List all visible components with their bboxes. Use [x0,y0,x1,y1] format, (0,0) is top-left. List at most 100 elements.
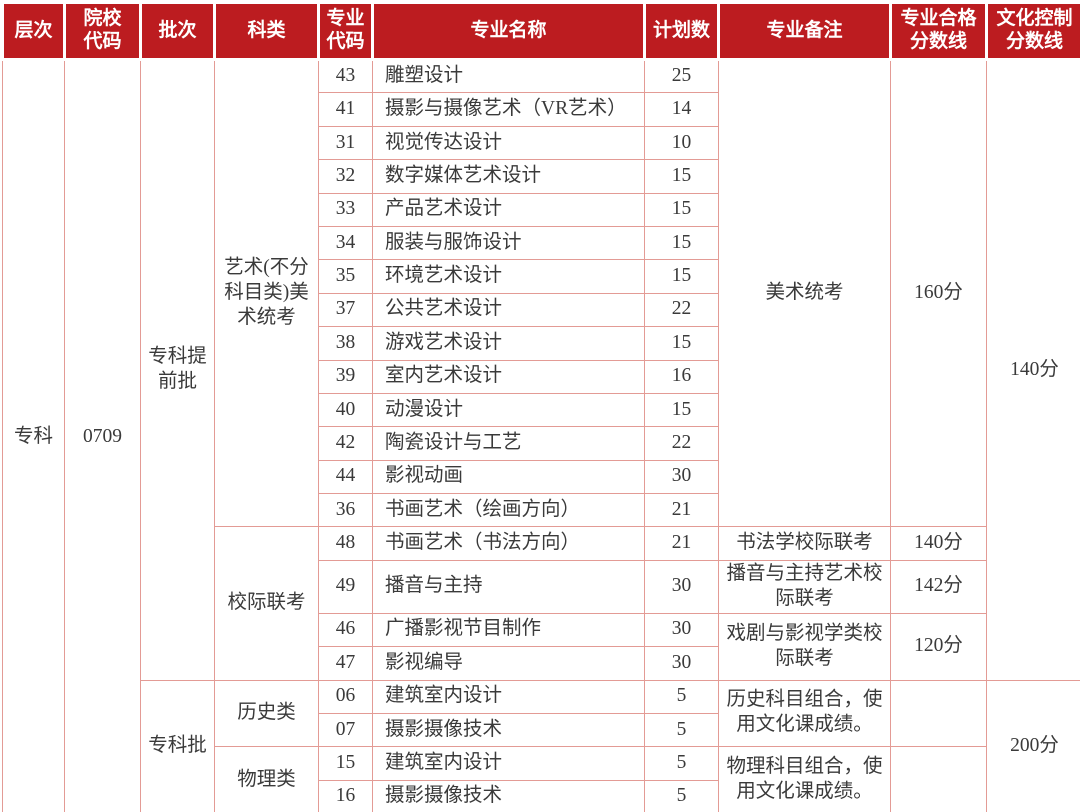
major-code-cell: 47 [318,646,373,681]
table-row: 41 摄影与摄像艺术（VR艺术） 14 [3,92,1080,127]
table-row: 46 广播影视节目制作 30 戏剧与影视学类校际联考 120分 [3,612,1080,681]
plan-count-cell: 15 [644,259,719,294]
plan-count-cell: 15 [644,392,719,428]
major-name-cell: 影视编导 [372,646,645,681]
plan-count-cell: 22 [644,292,719,328]
plan-count-cell: 30 [644,559,719,614]
major-code-cell: 39 [318,359,373,394]
major-code-cell: 07 [318,712,373,748]
major-name-cell: 雕塑设计 [372,58,645,94]
major-name-cell: 广播影视节目制作 [372,612,645,648]
major-name-cell: 环境艺术设计 [372,259,645,294]
table-row: 38 游戏艺术设计 15 [3,326,1080,361]
major-name-cell: 服装与服饰设计 [372,225,645,261]
column-header-level: 层次 [1,1,66,61]
column-header-major-name: 专业名称 [371,1,646,61]
major-code-cell: 43 [318,58,373,94]
column-header-culture-score: 文化控制 分数线 [985,1,1080,61]
plan-count-cell: 15 [644,326,719,361]
table-row: 物理类 15 建筑室内设计 5 物理科目组合，使用文化课成绩。 [3,746,1080,812]
major-code-cell: 37 [318,292,373,328]
major-code-cell: 33 [318,192,373,227]
column-header-category: 科类 [213,1,320,61]
table-row: 07 摄影摄像技术 5 [3,712,1080,748]
table-row: 39 室内艺术设计 16 [3,359,1080,394]
plan-count-cell: 5 [644,679,719,714]
major-code-cell: 41 [318,92,373,127]
remark-cell-drama: 戏剧与影视学类校际联考 [718,612,891,681]
major-name-cell: 建筑室内设计 [372,679,645,714]
column-header-plan-count: 计划数 [643,1,720,61]
plan-count-cell: 10 [644,125,719,161]
plan-count-cell: 16 [644,359,719,394]
major-name-cell: 公共艺术设计 [372,292,645,328]
major-name-cell: 播音与主持 [372,559,645,614]
plan-count-cell: 22 [644,426,719,461]
category-cell-history: 历史类 [214,679,319,748]
table-row: 31 视觉传达设计 10 [3,125,1080,161]
major-code-cell: 31 [318,125,373,161]
plan-count-cell: 30 [644,459,719,495]
major-name-cell: 室内艺术设计 [372,359,645,394]
batch-cell-regular: 专科批 [140,679,215,812]
major-code-cell: 44 [318,459,373,495]
remark-cell-calligraphy: 书法学校际联考 [718,526,891,561]
major-name-cell: 数字媒体艺术设计 [372,159,645,194]
column-header-major-code: 专业 代码 [317,1,374,61]
table-row: 37 公共艺术设计 22 [3,292,1080,328]
major-name-cell: 产品艺术设计 [372,192,645,227]
column-header-major-remark: 专业备注 [717,1,892,61]
plan-count-cell: 15 [644,225,719,261]
major-name-cell: 书画艺术（书法方向） [372,526,645,561]
major-code-cell: 16 [318,779,373,812]
qualify-score-cell-calligraphy: 140分 [890,526,987,561]
level-cell: 专科 [2,58,65,812]
major-name-cell: 陶瓷设计与工艺 [372,426,645,461]
major-name-cell: 摄影摄像技术 [372,779,645,812]
plan-count-cell: 30 [644,646,719,681]
major-code-cell: 32 [318,159,373,194]
category-cell-interschool: 校际联考 [214,526,319,681]
table-row: 40 动漫设计 15 [3,392,1080,428]
table-row: 49 播音与主持 30 播音与主持艺术校际联考 142分 [3,559,1080,614]
major-name-cell: 建筑室内设计 [372,746,645,781]
major-code-cell: 06 [318,679,373,714]
major-name-cell: 摄影与摄像艺术（VR艺术） [372,92,645,127]
plan-count-cell: 14 [644,92,719,127]
column-header-batch: 批次 [139,1,216,61]
plan-count-cell: 5 [644,712,719,748]
table-row: 34 服装与服饰设计 15 [3,225,1080,261]
major-name-cell: 影视动画 [372,459,645,495]
qualify-score-cell-broadcasting: 142分 [890,559,987,614]
plan-count-cell: 15 [644,192,719,227]
remark-cell-history: 历史科目组合，使用文化课成绩。 [718,679,891,748]
table-row: 33 产品艺术设计 15 [3,192,1080,227]
major-name-cell: 书画艺术（绘画方向） [372,493,645,528]
table-row: 35 环境艺术设计 15 [3,259,1080,294]
qualify-score-cell-art: 160分 [890,58,987,528]
plan-count-cell: 5 [644,746,719,781]
major-code-cell: 49 [318,559,373,614]
major-code-cell: 42 [318,426,373,461]
remark-cell-physics: 物理科目组合，使用文化课成绩。 [718,746,891,812]
batch-cell-advance: 专科提前批 [140,59,215,681]
plan-count-cell: 21 [644,526,719,561]
plan-count-cell: 15 [644,159,719,194]
culture-score-cell-advance: 140分 [986,59,1080,681]
category-cell-art: 艺术(不分科目类)美术统考 [214,58,319,528]
major-name-cell: 摄影摄像技术 [372,712,645,748]
header-row: 层次 院校 代码 批次 科类 专业 代码 专业名称 计划数 专业备注 专业合格 … [1,1,1080,61]
plan-count-cell: 30 [644,612,719,648]
major-name-cell: 动漫设计 [372,392,645,428]
qualify-score-cell-drama: 120分 [890,612,987,681]
remark-cell-art: 美术统考 [718,58,891,528]
college-code-cell: 0709 [64,58,141,812]
column-header-qualify-score: 专业合格 分数线 [889,1,988,61]
major-code-cell: 46 [318,612,373,648]
major-code-cell: 15 [318,746,373,781]
table-row: 47 影视编导 30 [3,646,1080,681]
remark-cell-broadcasting: 播音与主持艺术校际联考 [718,559,891,614]
plan-count-cell: 21 [644,493,719,528]
qualify-score-empty-cell [890,746,987,812]
